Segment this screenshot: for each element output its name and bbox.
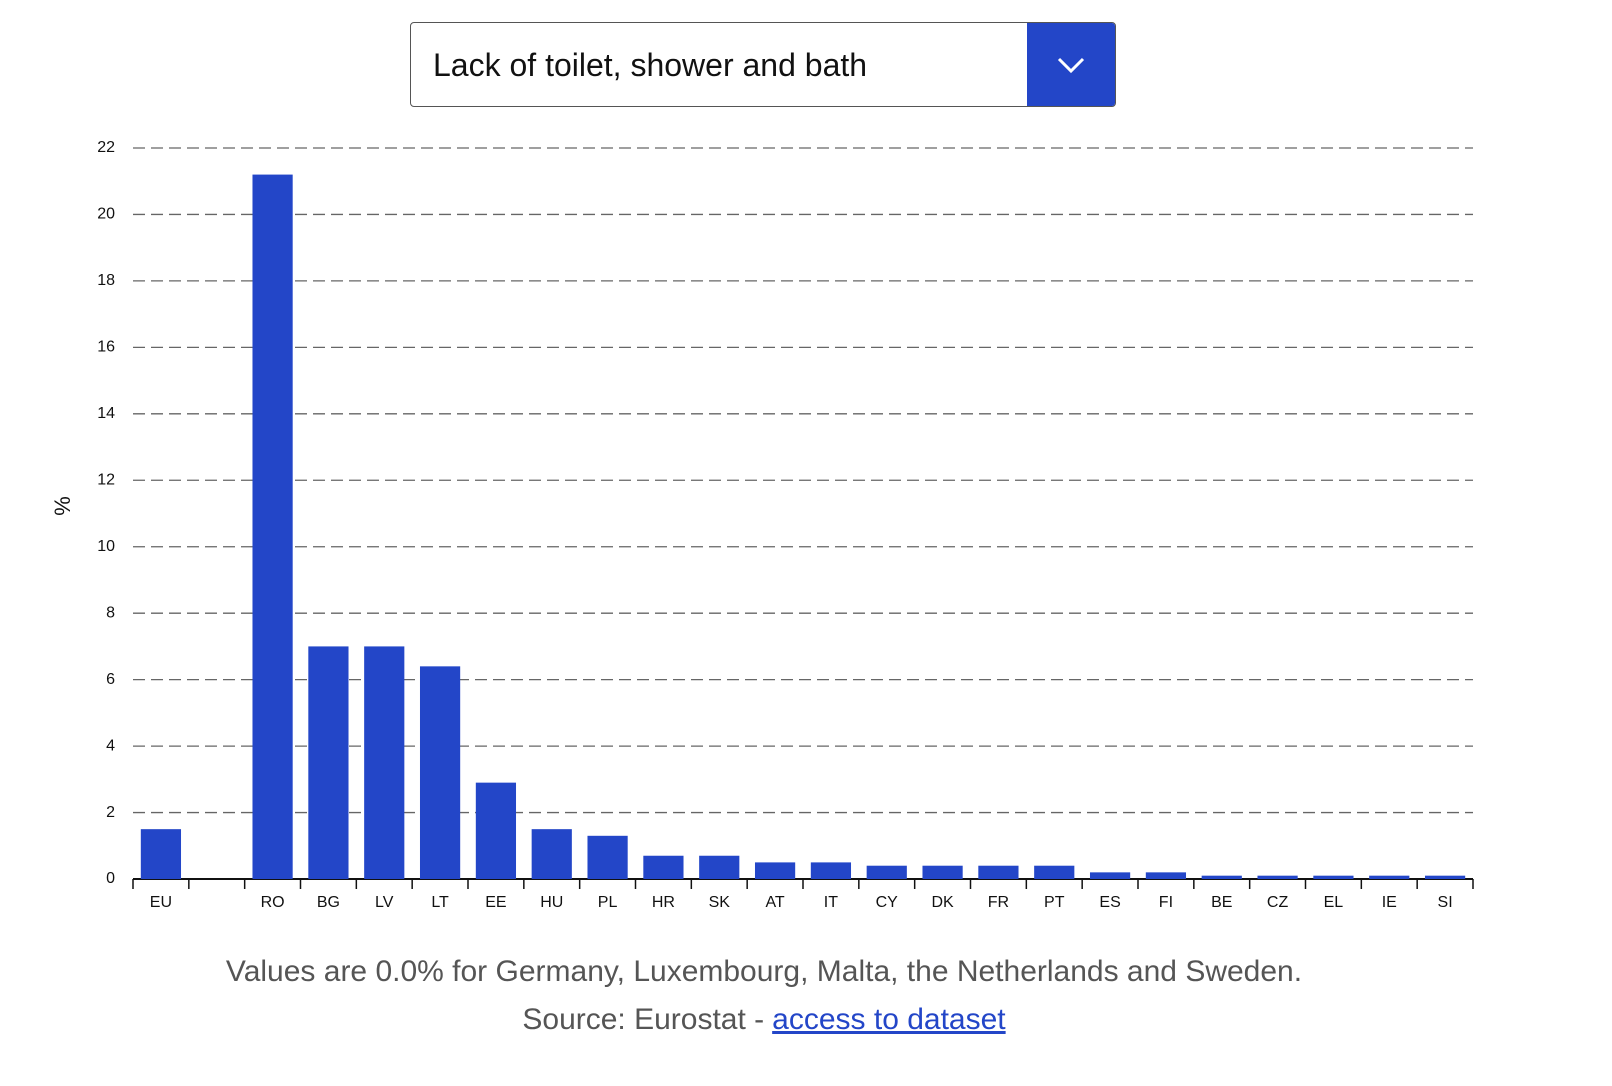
x-tick-label: AT <box>765 894 784 911</box>
x-tick-label: EU <box>150 894 172 911</box>
y-tick-label: 12 <box>97 471 115 488</box>
bar <box>1089 872 1131 879</box>
x-tick-label: DK <box>931 894 954 911</box>
bar <box>475 782 517 879</box>
x-tick-label: BE <box>1211 894 1232 911</box>
bar <box>1145 872 1187 879</box>
y-tick-label: 6 <box>106 671 115 688</box>
bar <box>531 829 572 879</box>
dropdown-text[interactable]: Lack of toilet, shower and bath <box>433 47 868 83</box>
bar <box>978 865 1019 879</box>
x-tick-label: LV <box>375 894 394 911</box>
bar <box>308 646 349 879</box>
x-tick-label: BG <box>317 894 340 911</box>
x-tick-label: CY <box>876 894 899 911</box>
y-tick-label: 22 <box>97 139 115 156</box>
bar <box>1257 875 1298 879</box>
bar <box>140 829 182 879</box>
x-tick-label: ES <box>1099 894 1120 911</box>
dropdown-button[interactable] <box>1027 23 1115 106</box>
x-tick-label: FI <box>1159 894 1173 911</box>
bar <box>1201 875 1242 879</box>
chart: % 0 2 4 6 8 10 12 14 16 18 20 22 EU RO BG LV LT EE HU PL HR S… <box>50 139 1474 911</box>
bar <box>252 174 293 880</box>
source-text: Source: Eurostat - <box>522 1003 765 1036</box>
x-tick-label: PL <box>598 894 618 911</box>
x-tick-label: IT <box>824 894 838 911</box>
x-tick-label: RO <box>261 894 285 911</box>
y-tick-label: 10 <box>97 538 115 555</box>
y-tick-label: 18 <box>97 272 115 289</box>
bar <box>643 855 684 879</box>
chevron-icon <box>1057 57 1085 73</box>
x-tick-label: EE <box>485 894 506 911</box>
x-tick-label: CZ <box>1267 894 1289 911</box>
x-tick-label: PT <box>1044 894 1065 911</box>
bar <box>754 862 796 879</box>
x-tick-label: SI <box>1438 894 1453 911</box>
y-tick-label: 20 <box>97 206 115 223</box>
footnote: Values are 0.0% for Germany, Luxembourg,… <box>225 955 1303 988</box>
x-tick-label: LT <box>431 894 449 911</box>
y-tick-label: 0 <box>106 870 115 887</box>
y-tick-label: 16 <box>97 339 115 356</box>
x-tick-label: FR <box>988 894 1009 911</box>
x-tick-label: IE <box>1382 894 1397 911</box>
bar <box>364 646 405 879</box>
bar <box>866 865 907 879</box>
bar <box>922 865 963 879</box>
bar <box>810 862 852 879</box>
y-tick-label: 8 <box>106 604 115 621</box>
x-tick-label: SK <box>709 894 731 911</box>
dropdown[interactable]: Lack of toilet, shower and bath <box>410 22 1116 107</box>
y-tick-label: 4 <box>106 737 115 754</box>
bar <box>1369 875 1410 879</box>
y-tick-label: 2 <box>106 804 115 821</box>
bar <box>1424 875 1466 879</box>
dataset-link[interactable]: access to dataset <box>772 1003 1006 1036</box>
bar <box>699 855 740 879</box>
x-tick-label: EL <box>1324 894 1344 911</box>
x-tick-label: HU <box>540 894 563 911</box>
source-line: Source: Eurostat - access to dataset <box>0 1003 1528 1037</box>
y-axis-label: % <box>50 496 75 516</box>
x-tick-label: HR <box>652 894 675 911</box>
bar <box>587 835 628 879</box>
bar <box>419 666 461 879</box>
bar <box>1034 865 1075 879</box>
y-tick-label: 14 <box>97 405 115 422</box>
bar <box>1313 875 1354 879</box>
